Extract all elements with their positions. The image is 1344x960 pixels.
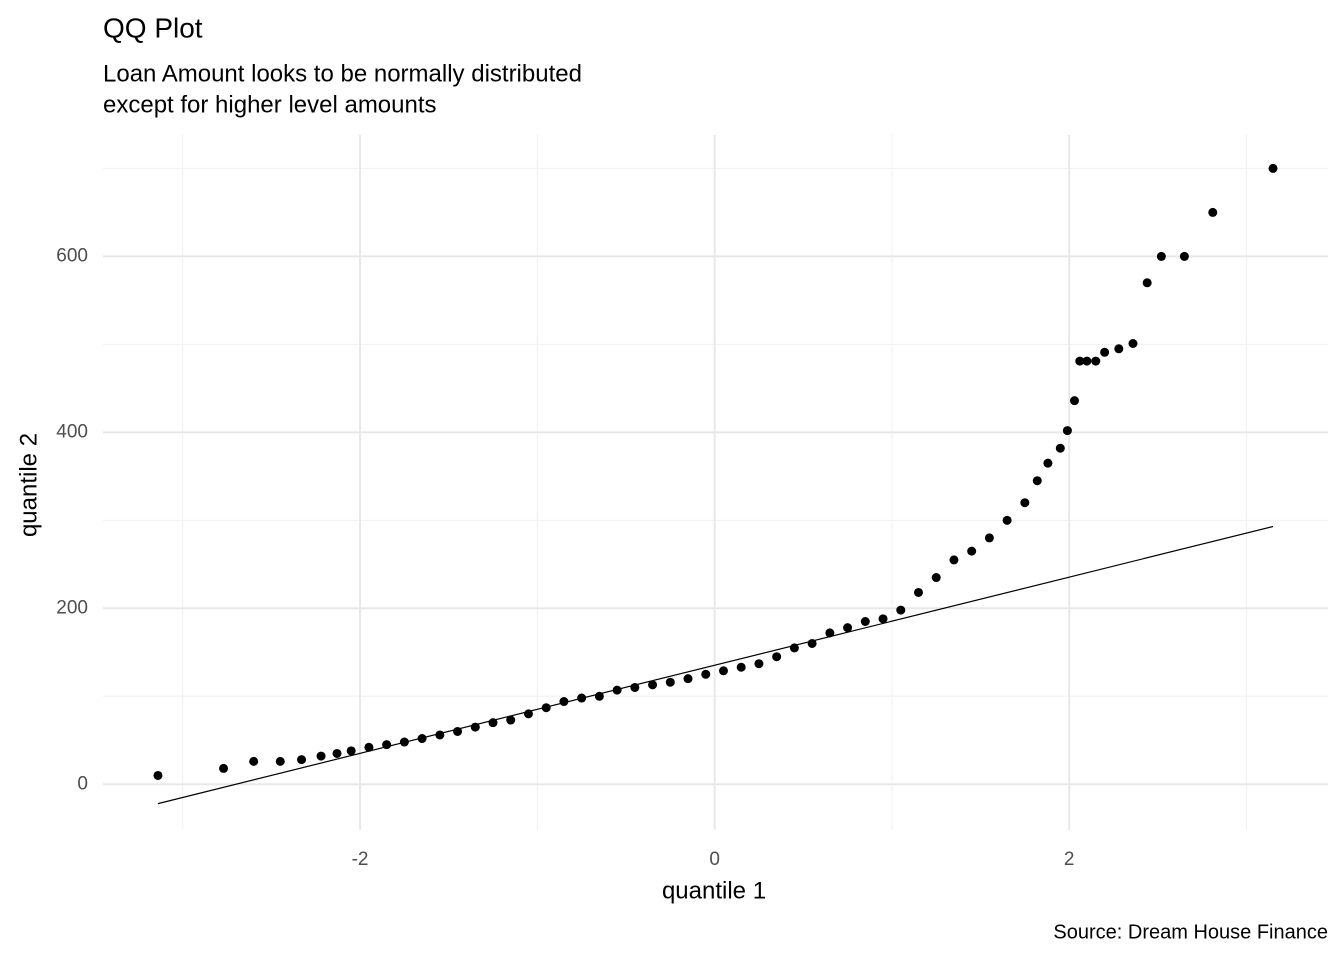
point xyxy=(860,617,870,626)
point xyxy=(1208,207,1218,217)
point xyxy=(453,726,463,736)
point xyxy=(701,669,711,679)
point xyxy=(1032,476,1042,486)
y-tick-label: 600 xyxy=(56,245,88,266)
point xyxy=(984,533,994,543)
point xyxy=(577,693,587,703)
point xyxy=(1128,339,1138,348)
point xyxy=(896,605,906,615)
point xyxy=(718,666,728,676)
y-axis-label: quantile 2 xyxy=(15,433,42,537)
point xyxy=(559,697,569,707)
point xyxy=(594,691,604,701)
point xyxy=(630,682,640,692)
point xyxy=(1091,356,1101,366)
point xyxy=(332,748,342,758)
point xyxy=(1020,498,1030,508)
point xyxy=(648,680,658,690)
chart-subtitle: Loan Amount looks to be normally distrib… xyxy=(103,60,582,87)
point xyxy=(949,555,959,565)
point xyxy=(825,628,835,638)
point xyxy=(316,751,326,761)
point xyxy=(506,715,516,725)
point xyxy=(1043,458,1053,468)
point xyxy=(913,587,923,597)
point xyxy=(399,737,409,747)
point xyxy=(1062,426,1072,436)
point xyxy=(1114,344,1124,354)
point xyxy=(523,709,533,719)
point xyxy=(1142,278,1152,288)
point xyxy=(382,740,392,750)
point xyxy=(1179,251,1189,261)
point xyxy=(754,659,764,669)
x-tick-label: -2 xyxy=(352,849,369,870)
x-axis-label: quantile 1 xyxy=(662,877,766,904)
point xyxy=(1156,251,1166,261)
point xyxy=(249,756,259,766)
point xyxy=(807,638,817,648)
point xyxy=(612,685,622,695)
point xyxy=(1075,356,1085,366)
point xyxy=(297,755,307,765)
point xyxy=(346,746,356,756)
point xyxy=(1100,347,1110,357)
y-tick-label: 200 xyxy=(56,597,88,618)
point xyxy=(1082,356,1092,366)
point xyxy=(683,674,693,684)
point xyxy=(219,763,229,773)
chart-subtitle: except for higher level amounts xyxy=(103,91,437,118)
point xyxy=(364,742,374,752)
point xyxy=(153,770,163,780)
point xyxy=(470,722,480,732)
point xyxy=(665,677,675,687)
point xyxy=(878,614,888,624)
point xyxy=(1268,163,1278,173)
y-tick-label: 0 xyxy=(77,773,88,794)
point xyxy=(772,652,782,662)
y-tick-label: 400 xyxy=(56,421,88,442)
chart-title: QQ Plot xyxy=(103,12,203,43)
point xyxy=(435,730,445,740)
point xyxy=(931,573,941,583)
point xyxy=(1002,515,1012,525)
reference-line xyxy=(157,525,1274,805)
point xyxy=(843,623,853,633)
point xyxy=(967,546,977,556)
point xyxy=(736,662,746,672)
caption: Source: Dream House Finance xyxy=(1053,921,1328,943)
point xyxy=(488,718,498,728)
point xyxy=(1069,396,1079,406)
point xyxy=(417,734,427,744)
point xyxy=(541,703,551,713)
point xyxy=(1055,443,1065,453)
x-tick-label: 2 xyxy=(1064,849,1075,870)
point xyxy=(789,643,799,653)
x-tick-label: 0 xyxy=(709,849,720,870)
point xyxy=(275,756,285,766)
